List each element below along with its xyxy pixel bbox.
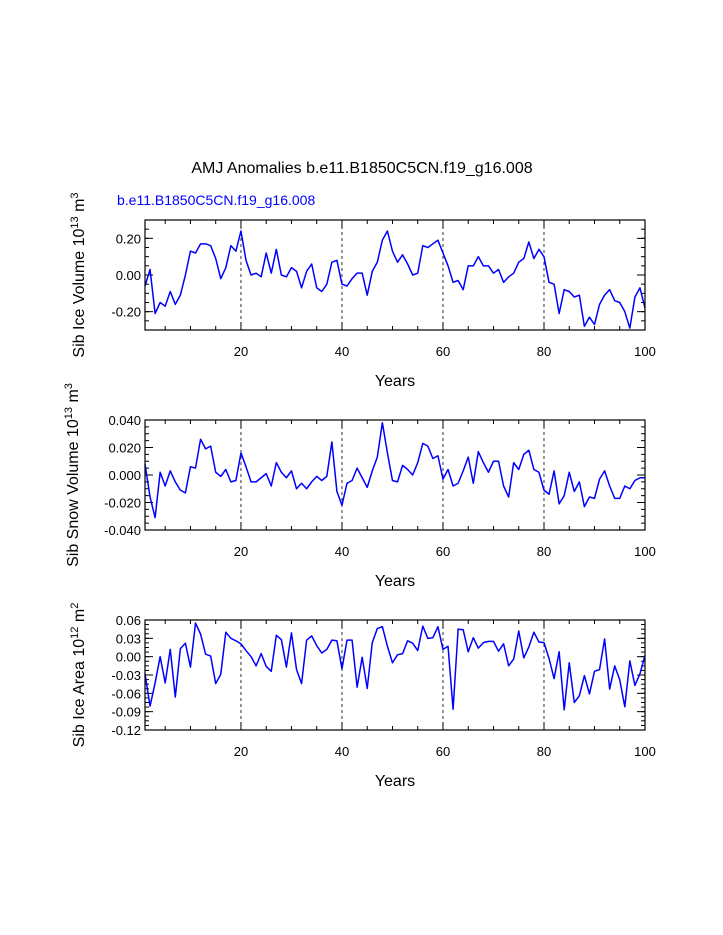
y-tick-label: -0.040 <box>104 523 141 538</box>
figure-subtitle: b.e11.B1850C5CN.f19_g16.008 <box>117 192 315 208</box>
x-tick-label: 80 <box>537 544 551 559</box>
x-tick-label: 40 <box>335 744 349 759</box>
y-tick-label: -0.06 <box>111 686 141 701</box>
y-tick-label: 0.00 <box>116 650 141 665</box>
x-tick-label: 20 <box>234 744 248 759</box>
y-tick-label: -0.20 <box>111 305 141 320</box>
y-axis-label-unit-exponent: 3 <box>69 192 81 198</box>
y-tick-label: 0.020 <box>108 441 141 456</box>
y-tick-label: 0.000 <box>108 468 141 483</box>
plot-frame <box>144 219 646 331</box>
x-axis-label: Years <box>375 773 415 790</box>
x-tick-label: 20 <box>234 344 248 359</box>
y-axis-label: Sib Ice Volume 1013 m3 <box>69 192 88 357</box>
x-tick-label: 100 <box>634 544 656 559</box>
x-tick-label: 60 <box>436 744 450 759</box>
y-axis-label-exponent: 13 <box>69 216 81 228</box>
y-axis-label-text: Sib Snow Volume 10 <box>65 419 82 567</box>
x-tick-label: 80 <box>537 744 551 759</box>
y-axis-label-exponent: 12 <box>69 627 81 639</box>
y-tick-label: -0.12 <box>111 723 141 738</box>
x-tick-label: 80 <box>537 344 551 359</box>
y-tick-label: 0.00 <box>116 268 141 283</box>
y-axis-label-unit-exponent: 2 <box>69 603 81 609</box>
chart-panels: 20 40 60 80 100 0.20 0.00 -0.20 Years Sib Ice Vol… <box>63 192 656 790</box>
x-tick-label: 40 <box>335 544 349 559</box>
x-tick-label: 100 <box>634 344 656 359</box>
y-tick-label: -0.020 <box>104 496 141 511</box>
x-tick-label: 100 <box>634 744 656 759</box>
y-tick-label: 0.20 <box>116 231 141 246</box>
x-axis-label: Years <box>375 373 415 390</box>
y-axis-label: Sib Snow Volume 1013 m3 <box>63 383 82 567</box>
y-axis-label-unit: m <box>65 389 82 407</box>
series-line-ice-volume <box>144 230 646 329</box>
y-tick-label: -0.09 <box>111 705 141 720</box>
plot-frame <box>144 619 646 731</box>
series-line-ice-area <box>144 622 646 711</box>
chart-panel-ice-area: 20 40 60 80 100 0.06 0.03 0.00 -0.03 -0.06 -0.09 -0… <box>69 603 656 790</box>
y-axis-label-unit: m <box>71 609 88 627</box>
y-axis-label-unit: m <box>71 199 88 217</box>
figure-title: AMJ Anomalies b.e11.B1850C5CN.f19_g16.00… <box>191 160 532 177</box>
y-tick-label: 0.040 <box>108 413 141 428</box>
y-axis-label: Sib Ice Area 1012 m2 <box>69 603 88 748</box>
chart-panel-snow-volume: 20 40 60 80 100 0.040 0.020 0.000 -0.020 -0.040 Ye… <box>63 383 656 590</box>
x-tick-label: 40 <box>335 344 349 359</box>
x-tick-label: 20 <box>234 544 248 559</box>
y-tick-label: -0.03 <box>111 668 141 683</box>
y-axis-label-text: Sib Ice Volume 10 <box>71 228 88 357</box>
y-axis-label-unit-exponent: 3 <box>63 383 75 389</box>
y-tick-label: 0.06 <box>116 613 141 628</box>
x-tick-label: 60 <box>436 544 450 559</box>
y-axis-label-text: Sib Ice Area 10 <box>71 639 88 748</box>
series-line-snow-volume <box>144 422 645 519</box>
chart-panel-ice-volume: 20 40 60 80 100 0.20 0.00 -0.20 Years Sib Ice Vol… <box>69 192 656 390</box>
x-tick-label: 60 <box>436 344 450 359</box>
x-axis-label: Years <box>375 573 415 590</box>
y-tick-label: 0.03 <box>116 631 141 646</box>
y-axis-label-exponent: 13 <box>63 407 75 419</box>
plot-frame <box>144 419 646 531</box>
